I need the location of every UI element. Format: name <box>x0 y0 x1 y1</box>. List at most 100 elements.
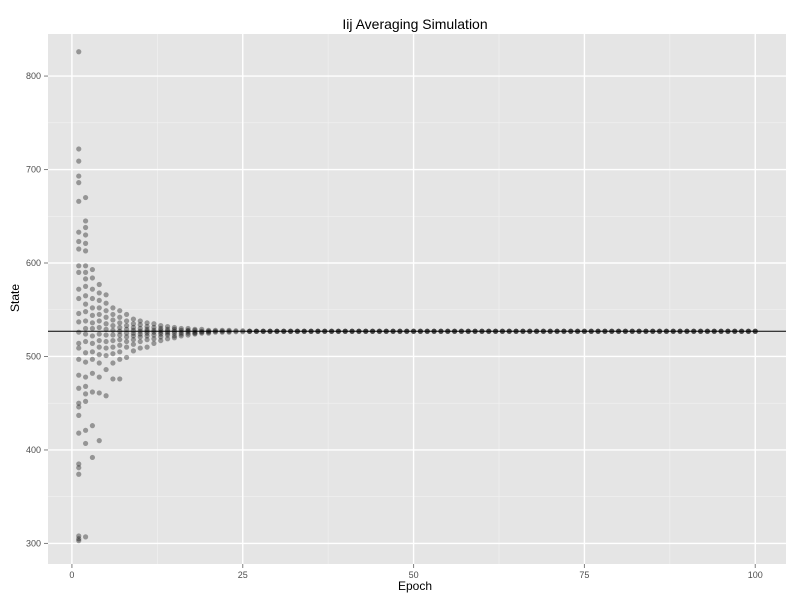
data-point <box>76 269 82 275</box>
data-point <box>96 311 102 318</box>
data-point <box>110 305 116 311</box>
data-point <box>137 331 143 337</box>
data-point <box>171 335 178 341</box>
data-point <box>89 325 96 332</box>
data-point <box>76 238 82 245</box>
data-point <box>137 345 143 351</box>
data-point <box>137 334 143 340</box>
data-point <box>96 360 102 366</box>
data-point <box>89 295 96 302</box>
data-point <box>171 330 178 336</box>
data-point <box>82 224 89 231</box>
data-point <box>171 326 178 332</box>
data-point <box>96 337 102 344</box>
data-point <box>76 430 82 436</box>
x-tick-label: 25 <box>238 570 248 580</box>
data-point <box>130 321 137 327</box>
data-point <box>123 311 130 318</box>
data-point <box>151 340 157 347</box>
data-point <box>76 538 82 544</box>
data-point <box>110 332 116 338</box>
data-point <box>103 314 109 320</box>
data-point <box>144 323 150 330</box>
data-point <box>82 276 89 282</box>
data-point <box>82 325 89 332</box>
data-point <box>117 349 123 355</box>
data-point <box>82 391 89 397</box>
data-point <box>103 300 109 306</box>
data-point <box>82 218 89 224</box>
data-point <box>192 330 198 336</box>
data-point <box>82 338 89 345</box>
data-point <box>76 471 82 477</box>
data-point <box>103 326 109 332</box>
grid-lines <box>48 34 786 564</box>
data-point <box>137 338 143 345</box>
data-point <box>164 336 171 342</box>
data-point <box>178 333 184 339</box>
data-point <box>82 534 89 540</box>
data-point <box>103 321 109 327</box>
data-point <box>76 385 82 391</box>
x-tick-label: 75 <box>579 570 589 580</box>
data-point <box>164 326 171 332</box>
data-point <box>89 312 96 318</box>
data-point <box>144 330 150 336</box>
data-point <box>76 310 82 317</box>
data-point <box>82 427 89 433</box>
data-point <box>110 317 116 323</box>
data-point <box>82 269 89 275</box>
data-point <box>117 332 123 338</box>
data-point <box>151 336 157 342</box>
data-point <box>171 333 178 339</box>
data-point <box>89 320 96 326</box>
data-point <box>89 305 96 311</box>
y-tick-label: 800 <box>26 71 41 81</box>
data-point <box>110 323 116 329</box>
data-point <box>130 316 137 322</box>
data-point <box>76 319 82 325</box>
data-point <box>82 440 89 447</box>
chart-title: Iij Averaging Simulation <box>342 16 487 32</box>
data-point <box>110 344 116 350</box>
data-point <box>117 337 123 343</box>
data-point <box>123 338 130 345</box>
data-point <box>137 318 143 324</box>
data-point <box>76 246 82 252</box>
data-point <box>151 332 157 338</box>
data-point <box>144 337 150 343</box>
data-point <box>205 330 212 336</box>
data-point <box>76 536 82 542</box>
data-point <box>199 326 205 332</box>
data-point <box>76 229 82 235</box>
data-point <box>76 404 82 410</box>
data-point <box>130 324 137 331</box>
data-point <box>76 465 82 471</box>
data-point <box>89 333 96 339</box>
data-point <box>123 323 130 329</box>
data-point <box>96 352 102 358</box>
data-point <box>110 376 116 382</box>
data-point <box>158 334 164 340</box>
data-point <box>82 263 89 269</box>
data-point <box>82 293 89 299</box>
data-point <box>96 297 102 304</box>
data-point <box>96 374 102 380</box>
data-point <box>96 324 102 331</box>
data-point <box>178 331 184 337</box>
data-point <box>185 332 191 338</box>
data-point <box>117 324 123 331</box>
data-point <box>130 330 137 336</box>
plot-panel <box>48 34 786 564</box>
data-point <box>158 337 164 344</box>
data-point <box>103 308 109 314</box>
data-point <box>96 344 102 350</box>
data-point <box>103 393 109 399</box>
data-point <box>82 383 89 389</box>
data-point <box>76 146 82 152</box>
data-point <box>110 311 116 318</box>
x-axis-title: Epoch <box>398 579 432 593</box>
data-point <box>164 323 171 330</box>
data-point <box>192 331 198 337</box>
data-point <box>103 345 109 351</box>
